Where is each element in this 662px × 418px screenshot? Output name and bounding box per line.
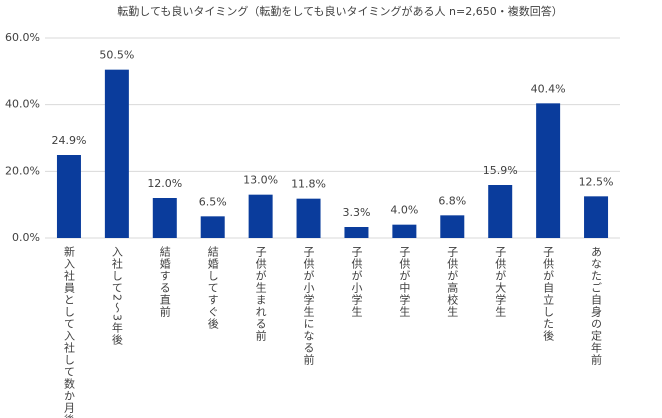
x-tick-label: 子供が小学生になる前 — [302, 246, 315, 366]
bar — [488, 185, 513, 238]
x-tick-label: 新入社員として入社して数か月後 — [62, 245, 75, 418]
y-tick-label: 0.0% — [12, 231, 40, 244]
x-tick-label: 子供が大学生 — [494, 246, 507, 318]
bar — [440, 215, 465, 238]
x-tick-label: 子供が高校生 — [446, 246, 459, 318]
value-label: 24.9% — [51, 134, 86, 147]
value-label: 12.0% — [147, 177, 182, 190]
value-label: 15.9% — [483, 164, 518, 177]
bar — [248, 194, 273, 238]
x-tick-label: 結婚してすぐ後 — [206, 245, 219, 330]
bar — [536, 103, 561, 238]
y-tick-label: 40.0% — [5, 98, 40, 111]
y-tick-label: 60.0% — [5, 31, 40, 44]
value-label: 40.4% — [531, 82, 566, 95]
x-tick-label: 子供が自立した後 — [542, 246, 555, 342]
x-tick-label: 子供が小学生 — [350, 246, 363, 318]
x-tick-label: 子供が中学生 — [398, 246, 411, 318]
value-label: 4.0% — [390, 204, 418, 217]
value-label: 12.5% — [579, 175, 614, 188]
bar — [152, 198, 177, 238]
bar — [296, 198, 321, 238]
value-label: 3.3% — [342, 206, 370, 219]
value-label: 13.0% — [243, 174, 278, 187]
value-label: 50.5% — [99, 49, 134, 62]
value-label: 6.5% — [199, 195, 227, 208]
x-tick-label: 子供が生まれる前 — [254, 246, 267, 342]
bar — [56, 155, 81, 238]
y-tick-label: 20.0% — [5, 164, 40, 177]
x-tick-label: 結婚する直前 — [158, 245, 171, 318]
x-tick-label: あなたご自身の定年前 — [590, 246, 603, 366]
chart-title: 転勤しても良いタイミング（転勤をしても良いタイミングがある人 n=2,650・複… — [117, 4, 562, 18]
bar — [392, 224, 417, 238]
x-tick-label: 入社して2～3年後 — [110, 246, 123, 346]
value-label: 6.8% — [438, 194, 466, 207]
value-label: 11.8% — [291, 178, 326, 191]
bar — [104, 69, 129, 239]
bar — [200, 216, 225, 238]
bar — [344, 227, 369, 238]
bar — [584, 196, 609, 238]
